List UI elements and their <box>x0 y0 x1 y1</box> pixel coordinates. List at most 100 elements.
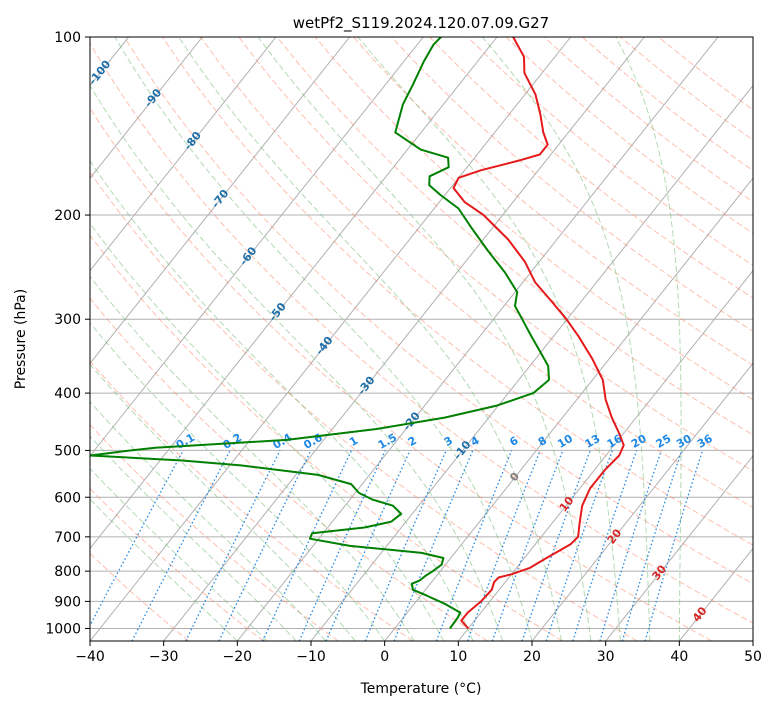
moist-adiabat-line <box>90 498 238 641</box>
mixing-ratio-label: 36 <box>695 432 715 451</box>
mixing-ratio-label: 20 <box>629 432 649 451</box>
x-tick-label: 50 <box>744 649 762 665</box>
isotherm-line <box>678 547 753 641</box>
mixing-ratio-label: 8 <box>536 434 549 449</box>
mixing-ratio-label: 10 <box>555 432 575 451</box>
dewpoint-profile <box>90 37 550 630</box>
mixing-ratio-line <box>185 450 281 641</box>
isotherm-label: -50 <box>266 300 289 324</box>
dry-adiabat-line <box>429 37 753 299</box>
dry-adiabat-line <box>314 37 753 401</box>
mixing-ratio-line <box>491 450 564 641</box>
dry-adiabat-line <box>90 360 414 641</box>
isotherm-label: -40 <box>313 334 336 358</box>
moist-adiabat-line <box>90 222 445 641</box>
mixing-ratio-label: 25 <box>654 432 674 451</box>
dry-adiabat-line <box>90 423 339 641</box>
y-tick-label: 100 <box>54 30 81 46</box>
mixing-ratio-line <box>262 450 353 641</box>
moist-adiabat-line <box>615 37 682 641</box>
mixing-ratio-line <box>364 450 447 641</box>
dry-adiabat-line <box>90 107 712 641</box>
isotherm-line <box>605 455 753 641</box>
isotherm-label: -90 <box>142 86 165 110</box>
mixing-ratio-label: 13 <box>583 432 603 451</box>
isotherm-label: -30 <box>355 374 378 398</box>
mixing-ratio-line <box>325 450 411 641</box>
isotherm-line <box>90 37 424 457</box>
dry-adiabat-line <box>505 37 753 234</box>
y-tick-label: 800 <box>54 564 81 580</box>
mixing-ratio-line <box>599 450 662 641</box>
isotherm-line <box>90 37 351 365</box>
y-tick-label: 300 <box>54 312 81 328</box>
x-tick-label: 40 <box>670 649 688 665</box>
dry-adiabat-line <box>90 552 190 641</box>
dry-adiabat-line <box>543 37 753 203</box>
x-axis-ticks: −40 −30 −20 −10 0 10 20 30 40 50 <box>75 641 762 665</box>
dry-adiabat-line <box>162 37 753 546</box>
dry-adiabat-line <box>391 37 753 332</box>
x-tick-label: −10 <box>296 649 326 665</box>
x-tick-label: 0 <box>380 649 389 665</box>
moist-adiabat-line <box>90 467 268 641</box>
moist-adiabat-line <box>90 160 474 641</box>
moist-adiabat-line <box>90 275 415 641</box>
x-tick-label: −40 <box>75 649 105 665</box>
mixing-ratio-line <box>621 450 683 641</box>
dry-adiabat-line <box>90 234 563 641</box>
mixing-ratio-label: 0.6 <box>301 431 325 452</box>
moist-adiabat-line <box>114 37 533 641</box>
dry-adiabat-line <box>90 171 638 641</box>
isotherm-line <box>90 37 498 550</box>
moist-adiabat-line <box>481 37 651 641</box>
mixing-ratio-line <box>298 450 386 641</box>
mixing-ratio-line <box>393 450 474 641</box>
mixing-ratio-line <box>466 450 541 641</box>
isotherm-label: 20 <box>605 526 625 546</box>
moist-adiabat-line <box>90 84 503 641</box>
dry-adiabat-line <box>581 37 753 172</box>
y-tick-label: 500 <box>54 443 81 459</box>
moist-adiabat-line <box>257 37 592 641</box>
dry-adiabat-line <box>90 487 264 641</box>
mixing-ratio-line <box>435 450 513 641</box>
x-axis-label: Temperature (°C) <box>360 681 482 697</box>
dry-adiabat-line <box>276 37 753 436</box>
x-tick-label: 20 <box>523 649 541 665</box>
y-tick-label: 900 <box>54 594 81 610</box>
y-tick-label: 1000 <box>45 621 81 637</box>
isotherm-line <box>457 269 753 641</box>
plot-frame <box>89 36 754 642</box>
moist-adiabat-line <box>90 322 386 641</box>
mixing-ratio-label: 1 <box>347 434 360 449</box>
isotherm-line <box>90 37 572 641</box>
moist-adiabat-line <box>90 401 327 641</box>
dry-adiabat-line <box>352 37 753 366</box>
x-tick-label: 30 <box>597 649 615 665</box>
mixing-ratio-line <box>90 450 184 627</box>
isotherm-line <box>163 37 645 641</box>
dry-adiabat-line <box>658 37 753 111</box>
mixing-ratio-line <box>644 450 704 641</box>
isotherm-line <box>531 362 753 641</box>
moist-adiabat-line <box>90 363 356 641</box>
mixing-ratio-line <box>572 450 638 641</box>
x-tick-label: 10 <box>449 649 467 665</box>
y-tick-label: 600 <box>54 490 81 506</box>
isotherm-label: 0 <box>507 470 522 484</box>
mixing-ratio-label: 6 <box>507 434 520 449</box>
dry-adiabat-line <box>467 37 753 267</box>
isotherm-label: -60 <box>237 244 260 268</box>
moist-adiabat-line <box>357 37 621 641</box>
background-lines <box>90 37 753 641</box>
chart-title: wetPf2_S119.2024.120.07.09.G27 <box>293 14 549 33</box>
isotherm-line <box>752 640 753 641</box>
y-tick-label: 400 <box>54 386 81 402</box>
mixing-ratio-line <box>521 450 591 641</box>
moist-adiabat-line <box>90 435 297 641</box>
mixing-ratio-label: 2 <box>406 434 419 449</box>
temperature-profile <box>452 37 625 630</box>
moist-adiabat-line <box>178 37 562 641</box>
